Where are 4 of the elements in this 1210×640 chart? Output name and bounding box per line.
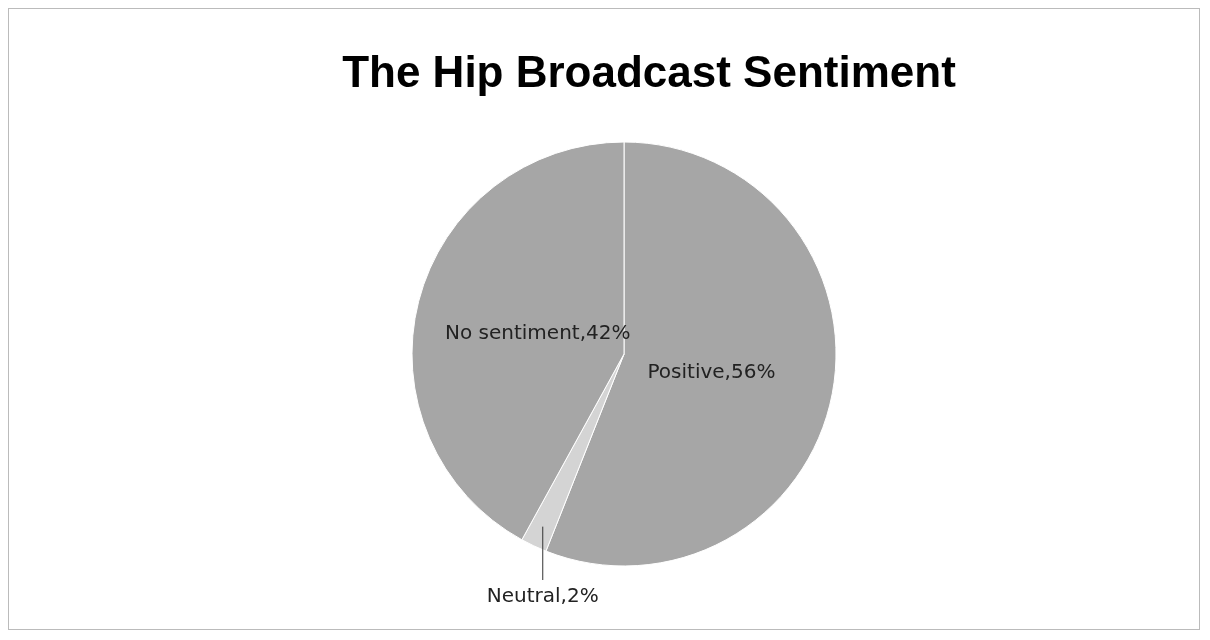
slice-label: No sentiment,42%	[445, 319, 631, 344]
slice-label: Positive,56%	[647, 358, 776, 383]
chart-title: The Hip Broadcast Sentiment	[341, 46, 957, 98]
slice-label: Neutral,2%	[486, 583, 599, 607]
